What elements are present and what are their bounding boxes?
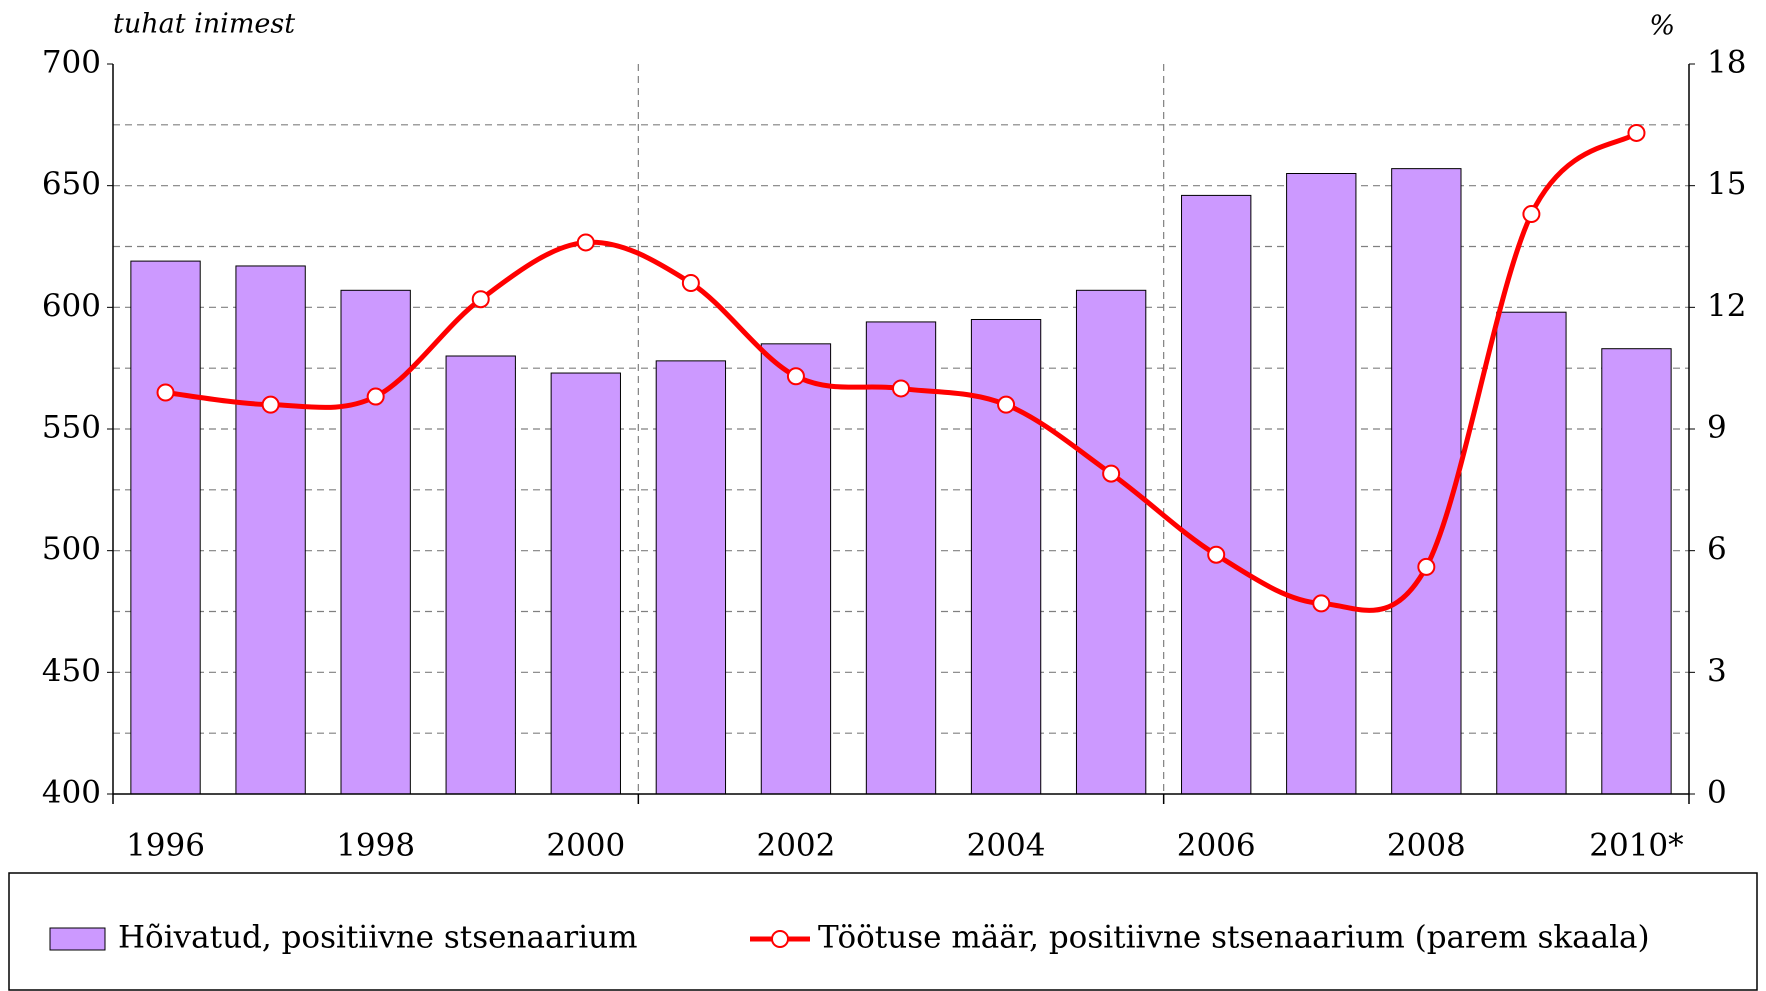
bar — [445, 355, 516, 795]
bar — [865, 321, 937, 795]
legend-label: Hõivatud, positiivne stsenaarium — [118, 920, 638, 956]
line-marker — [1522, 205, 1541, 224]
y2-tick-label: 12 — [1707, 288, 1746, 324]
bar — [760, 343, 832, 795]
line-marker — [261, 395, 280, 414]
bar — [655, 360, 727, 795]
y-tick-label: 700 — [42, 45, 101, 81]
line-marker — [1207, 545, 1226, 564]
y2-tick-label: 9 — [1707, 410, 1727, 446]
x-tick-label: 2010* — [1589, 828, 1683, 864]
line-marker — [1417, 557, 1436, 576]
legend-marker — [771, 930, 789, 948]
bar — [1181, 194, 1252, 795]
line-marker — [681, 274, 700, 292]
x-tick-label: 2002 — [756, 828, 835, 864]
y-tick-label: 600 — [42, 288, 101, 324]
legend-box — [8, 872, 1758, 991]
line-marker — [1627, 123, 1646, 142]
y2-tick-label: 18 — [1707, 45, 1746, 81]
line-marker — [786, 367, 805, 386]
x-tick-label: 2008 — [1387, 828, 1466, 864]
y-tick-label: 400 — [42, 775, 101, 811]
line-marker — [997, 395, 1016, 414]
bar — [1286, 173, 1357, 795]
line-marker — [892, 379, 910, 398]
x-tick-label: 1996 — [126, 828, 205, 864]
line-marker — [1312, 594, 1331, 613]
y2-tick-label: 6 — [1707, 531, 1727, 567]
y2-axis-title: % — [1649, 11, 1675, 42]
x-tick-label: 2006 — [1177, 828, 1256, 864]
y-tick-label: 550 — [42, 410, 101, 446]
legend-label: Töötuse määr, positiivne stsenaarium (pa… — [818, 920, 1650, 956]
bar — [1075, 289, 1147, 795]
line-marker — [366, 387, 385, 406]
bar — [1496, 311, 1567, 795]
y2-tick-label: 3 — [1707, 653, 1727, 689]
x-tick-label: 2000 — [546, 828, 625, 864]
x-tick-label: 2004 — [967, 828, 1046, 864]
bar — [1391, 168, 1462, 795]
legend-swatch — [49, 927, 106, 951]
line-marker — [156, 383, 175, 402]
bar — [1601, 348, 1672, 795]
bar — [970, 319, 1042, 795]
y2-tick-label: 0 — [1707, 775, 1727, 811]
bar — [340, 289, 411, 795]
y-tick-label: 650 — [42, 166, 101, 202]
y2-tick-label: 15 — [1707, 166, 1746, 202]
y-tick-label: 450 — [42, 653, 101, 689]
line — [165, 130, 1638, 613]
line-marker — [1102, 464, 1121, 483]
x-tick-label: 1998 — [336, 828, 415, 864]
line-marker — [471, 290, 490, 309]
y-axis-title: tuhat inimest — [113, 9, 295, 40]
line-marker — [576, 233, 595, 252]
bar — [235, 265, 306, 795]
bar — [550, 372, 621, 795]
bar — [130, 260, 201, 795]
y-tick-label: 500 — [42, 531, 101, 567]
